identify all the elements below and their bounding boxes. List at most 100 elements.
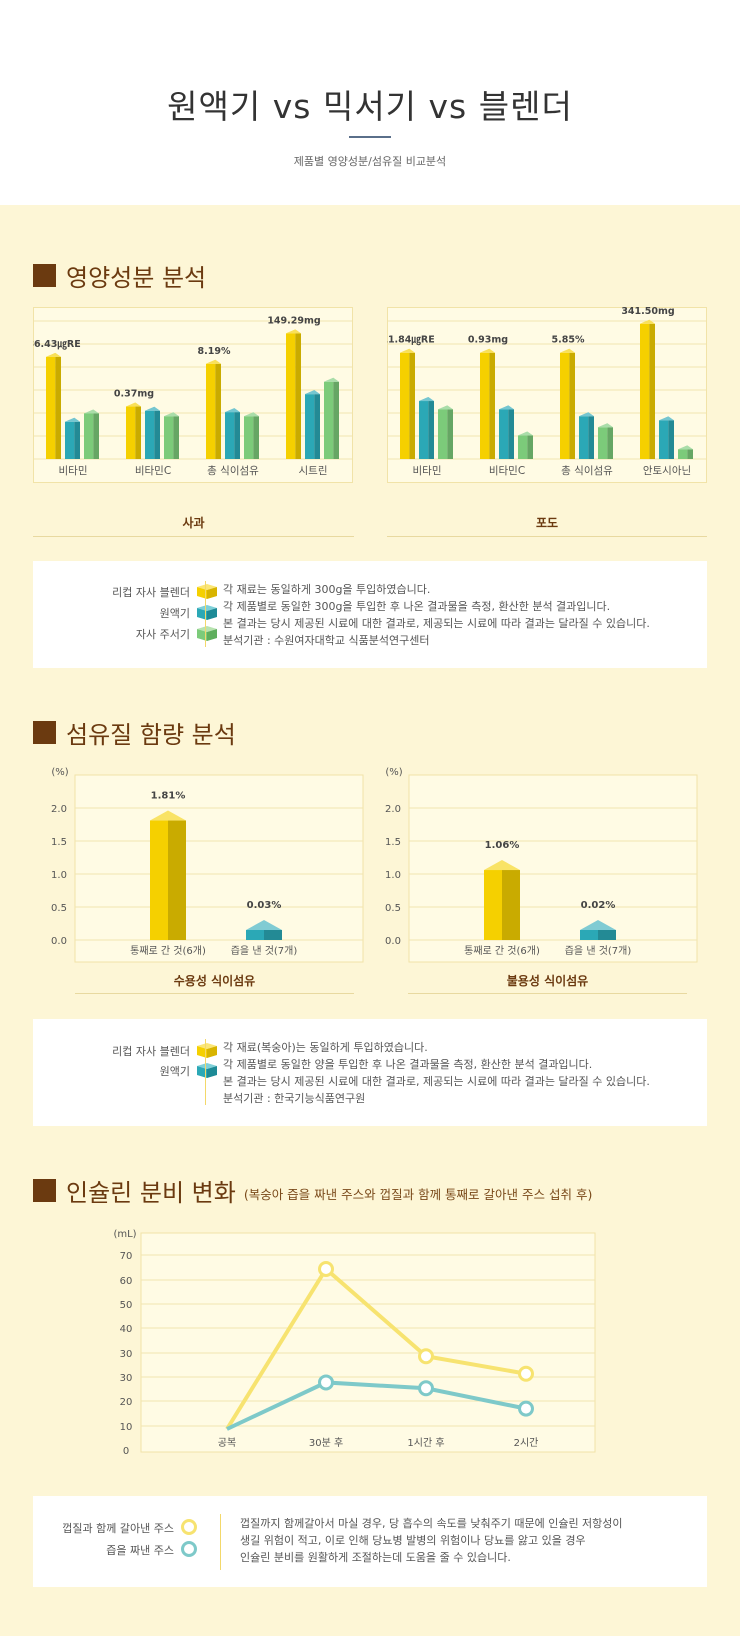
series-line [226, 1380, 527, 1431]
series-line [225, 1265, 527, 1431]
chart-bar [499, 405, 514, 459]
data-point [418, 1348, 434, 1365]
chart-insulin: (mL) 0 10 20 30 30 40 50 60 70 공복 30분 후 1시간 후 2시간 [100, 1225, 600, 1470]
chart-apple-caption: 사과 [182, 516, 205, 530]
tick-label: 비타민 [59, 465, 88, 477]
tick-label: 70 [120, 1251, 133, 1262]
tick-label: 총 식이섬유 [561, 465, 613, 477]
caption-underline [75, 993, 354, 994]
section-title-text: 영양성분 분석 [66, 264, 207, 292]
line-chart-svg: (mL) 0 10 20 30 30 40 50 60 70 공복 30분 후 1시간 후 2시간 [113, 1229, 596, 1457]
chart-bar [225, 408, 240, 459]
note-line: 본 결과는 당시 제공된 시료에 대한 결과로, 제공되는 시료에 따라 결과는… [223, 617, 650, 630]
tick-label: 비타민C [489, 465, 525, 477]
tick-label: 1.5 [51, 837, 67, 848]
chart-bar [659, 416, 674, 459]
chart-bar [598, 423, 613, 459]
note-line: 각 제품별로 동일한 양을 투입한 후 나온 결과물을 측정, 환산한 분석 결… [223, 1058, 593, 1071]
chart-bar [164, 412, 179, 459]
legend-box-fiber: 리컵 자사 블렌더 원액기 각 재료(복숭아)는 동일하게 투입하였습니다. 각… [33, 1019, 707, 1126]
chart-bar [84, 409, 99, 459]
fiber-bar-svg: (%) 0.0 0.5 1.0 1.5 2.0 1.06% 통째로 간 것(6개) 0.02% 즙… [385, 767, 698, 963]
legend-divider [205, 1039, 206, 1105]
plot-frame [387, 307, 707, 483]
legend-divider [220, 1514, 221, 1570]
chart-bar [305, 390, 320, 459]
chart-bar [484, 860, 520, 940]
legend-label-whole-juice: 껍질과 함께 갈아낸 주스 [62, 1522, 174, 1535]
legend-label-blender: 리컵 자사 블렌더 [112, 586, 190, 599]
tick-label: 0.5 [51, 903, 67, 914]
section-title-note: (복숭아 즙을 짜낸 주스와 껍질과 함께 통째로 갈아낸 주스 섭취 후) [243, 1187, 593, 1202]
tick-label: 통째로 간 것(6개) [464, 945, 540, 957]
data-point [318, 1261, 334, 1277]
section-insulin-title: 인슐린 분비 변화 (복숭아 즙을 짜낸 주스와 껍질과 함께 통째로 갈아낸 … [33, 1173, 592, 1208]
tick-label: 10 [120, 1422, 133, 1433]
chart-grape: 11.84㎍RE 비타민 0.93mg 비타민C 5.85% 총 식이섬유 341.50mg… [387, 307, 707, 483]
chart-bar [206, 359, 221, 459]
tick-label: 1.0 [51, 870, 67, 881]
legend-circle-teal-icon [181, 1541, 197, 1557]
tick-label: 0 [123, 1446, 129, 1457]
section-title-text: 섬유질 함량 분석 [66, 721, 236, 749]
page-title: 원액기 vs 믹서기 vs 블렌더 [167, 87, 573, 126]
chart-soluble-fiber: (%) 0.0 0.5 1.0 1.5 2.0 1.81% 통째로 간 것(6개) 0.03% 즙… [33, 765, 368, 965]
note-line: 각 제품별로 동일한 300g을 투입한 후 나온 결과물을 측정, 환산한 분… [223, 600, 611, 613]
tick-label: 2.0 [385, 804, 401, 815]
plot-frame [33, 307, 353, 483]
section-nutrition-title: 영양성분 분석 [33, 258, 206, 293]
tick-label: 1.0 [385, 870, 401, 881]
legend-cube-teal-icon [197, 1063, 217, 1078]
chart-bar [579, 412, 594, 459]
tick-label: 30 [120, 1373, 133, 1384]
note-line: 각 재료(복숭아)는 동일하게 투입하였습니다. [223, 1041, 428, 1054]
axis-label: (mL) [113, 1229, 136, 1240]
section-square-icon [33, 264, 56, 287]
note-line: 분석기관 : 수원여자대학교 식품분석연구센터 [223, 634, 430, 647]
axis-label: (%) [385, 767, 402, 778]
chart-bar [46, 352, 61, 459]
legend-label-juicer: 원액기 [159, 1065, 190, 1078]
tick-label: 통째로 간 것(6개) [130, 945, 206, 957]
plot-frame [408, 774, 698, 963]
tick-label: 2시간 [514, 1437, 539, 1449]
page-header: 원액기 vs 믹서기 vs 블렌더 제품별 영양성분/섬유질 비교분석 [0, 0, 740, 205]
legend-box-insulin: 껍질과 함께 갈아낸 주스 즙을 짜낸 주스 껍질까지 함께갈아서 마실 경우,… [33, 1496, 707, 1587]
legend-label-own-juicer: 자사 주서기 [135, 628, 190, 641]
tick-label: 1시간 후 [407, 1437, 444, 1449]
legend-icons [197, 584, 217, 641]
chart-insoluble-fiber: (%) 0.0 0.5 1.0 1.5 2.0 1.06% 통째로 간 것(6개) 0.02% 즙… [367, 765, 702, 965]
tick-label: 공복 [218, 1437, 236, 1449]
data-label: 0.93mg [468, 335, 508, 346]
section-square-icon [33, 1179, 56, 1202]
data-label: 1.06% [485, 840, 520, 851]
chart-bar [400, 348, 415, 459]
chart-bar [150, 810, 186, 940]
grouped-bar-svg: 86.43㎍RE 비타민 0.37mg 비타민C 8.19% 총 식이섬유 149.29mg… [33, 307, 353, 483]
tick-label: 1.5 [385, 837, 401, 848]
data-label: 0.03% [247, 900, 282, 911]
legend-circle-yellow-icon [181, 1519, 197, 1535]
data-label: 86.43㎍RE [33, 339, 81, 350]
data-point [518, 1365, 534, 1382]
tick-label: 30 [120, 1349, 133, 1360]
tick-label: 2.0 [51, 804, 67, 815]
fiber-notes: 각 재료(복숭아)는 동일하게 투입하였습니다. 각 제품별로 동일한 양을 투… [223, 1039, 650, 1107]
legend-label-blender: 리컵 자사 블렌더 [112, 1045, 190, 1058]
legend-cube-yellow-icon [197, 1043, 217, 1058]
tick-label: 20 [120, 1397, 133, 1408]
data-label: 11.84㎍RE [387, 335, 435, 346]
chart-bar [126, 402, 141, 459]
data-label: 8.19% [198, 346, 231, 357]
tick-label: 40 [120, 1324, 133, 1335]
chart-bar [419, 397, 434, 459]
section-square-icon [33, 721, 56, 744]
data-point [418, 1380, 434, 1397]
chart-bar [145, 406, 160, 459]
legend-label-juicer: 원액기 [159, 607, 190, 620]
tick-label: 시트린 [299, 465, 328, 477]
legend-icons [181, 1519, 197, 1557]
caption-underline [387, 536, 707, 537]
chart-bar [438, 405, 453, 459]
legend-cube-teal-icon [197, 605, 217, 620]
